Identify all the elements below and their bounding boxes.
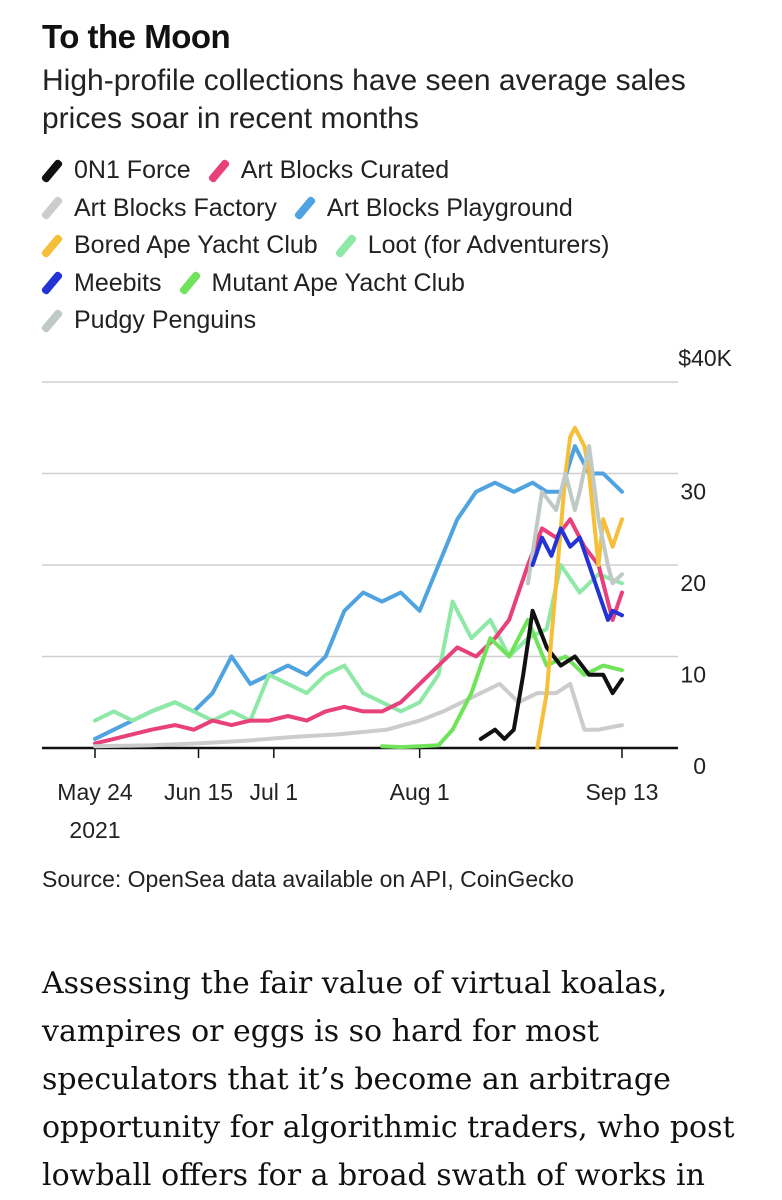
x-tick-label: Sep 13 (586, 779, 659, 805)
y-tick-label: 20 (680, 570, 706, 596)
legend-label: Bored Ape Yacht Club (74, 231, 318, 260)
series-lines (93, 425, 624, 750)
chart-title: To the Moon (42, 18, 231, 55)
legend-row: Pudgy Penguins (40, 302, 762, 340)
legend-swatch (40, 158, 64, 184)
gridlines (42, 381, 678, 750)
legend-swatch (40, 270, 64, 296)
y-tick-label: 0 (693, 753, 706, 779)
series-line-art-blocks-factory (93, 681, 624, 749)
legend-label: 0N1 Force (74, 156, 191, 185)
series-line-bored-ape-yacht-club (535, 425, 624, 750)
x-tick-label: May 24 (57, 779, 133, 805)
legend-swatch (334, 233, 358, 259)
y-tick-label: 10 (680, 662, 706, 688)
legend-swatch (178, 270, 201, 296)
legend-item: Mutant Ape Yacht Club (178, 268, 465, 298)
legend-row: Meebits Mutant Ape Yacht Club (40, 265, 762, 303)
y-axis-ticks: $40K 30 20 10 0 (678, 345, 732, 779)
chart-subtitle: High-profile collections have seen avera… (42, 64, 686, 135)
legend-item: Pudgy Penguins (40, 306, 257, 335)
legend-item: Meebits (40, 268, 162, 298)
legend-item: Art Blocks Curated (207, 156, 450, 185)
chart-legend: 0N1 Force Art Blocks Curated Art Blocks Fa… (40, 152, 762, 340)
y-tick-label: 30 (680, 479, 706, 505)
legend-swatch (207, 158, 231, 184)
legend-item: Art Blocks Factory (40, 193, 277, 223)
series-line-mutant-ape-yacht-club (380, 617, 624, 750)
legend-swatch (40, 233, 64, 259)
series-line-meebits (530, 526, 624, 622)
legend-label: Pudgy Penguins (74, 306, 257, 335)
y-tick-label: $40K (678, 345, 732, 371)
x-tick-label: Jul 1 (250, 779, 299, 805)
x-tick-sublabel: 2021 (69, 817, 120, 843)
legend-row: 0N1 Force Art Blocks Curated (40, 152, 762, 190)
legend-label: Art Blocks Factory (74, 193, 277, 222)
line-chart: $40K 30 20 10 0 May 24 2021 Jun 15 Jul 1 Aug 1 Se… (42, 345, 733, 843)
legend-swatch (40, 308, 64, 334)
legend-label: Meebits (74, 268, 162, 297)
legend-row: Bored Ape Yacht Club Loot (for Adventurer… (40, 227, 762, 265)
x-tick-label: Aug 1 (390, 779, 450, 805)
article-body-text: Assessing the fair value of virtual koal… (42, 966, 735, 1193)
legend-item: Loot (for Adventurers) (334, 231, 610, 260)
legend-item: 0N1 Force (40, 156, 191, 185)
legend-row: Art Blocks Factory Art Blocks Playground (40, 190, 762, 228)
legend-label: Art Blocks Playground (326, 193, 573, 222)
series-line-0n1-force (478, 608, 624, 741)
chart-source: Source: OpenSea data available on API, C… (42, 866, 574, 892)
series-line-pudgy-penguins (525, 444, 624, 586)
legend-label: Mutant Ape Yacht Club (211, 268, 465, 297)
legend-item: Bored Ape Yacht Club (40, 231, 318, 260)
legend-label: Art Blocks Curated (240, 156, 450, 185)
x-axis-ticks: May 24 2021 Jun 15 Jul 1 Aug 1 Sep 13 (57, 748, 658, 843)
legend-swatch (293, 195, 317, 221)
legend-item: Art Blocks Playground (293, 193, 573, 223)
legend-label: Loot (for Adventurers) (367, 231, 610, 260)
legend-swatch (40, 195, 64, 221)
x-tick-label: Jun 15 (164, 779, 233, 805)
